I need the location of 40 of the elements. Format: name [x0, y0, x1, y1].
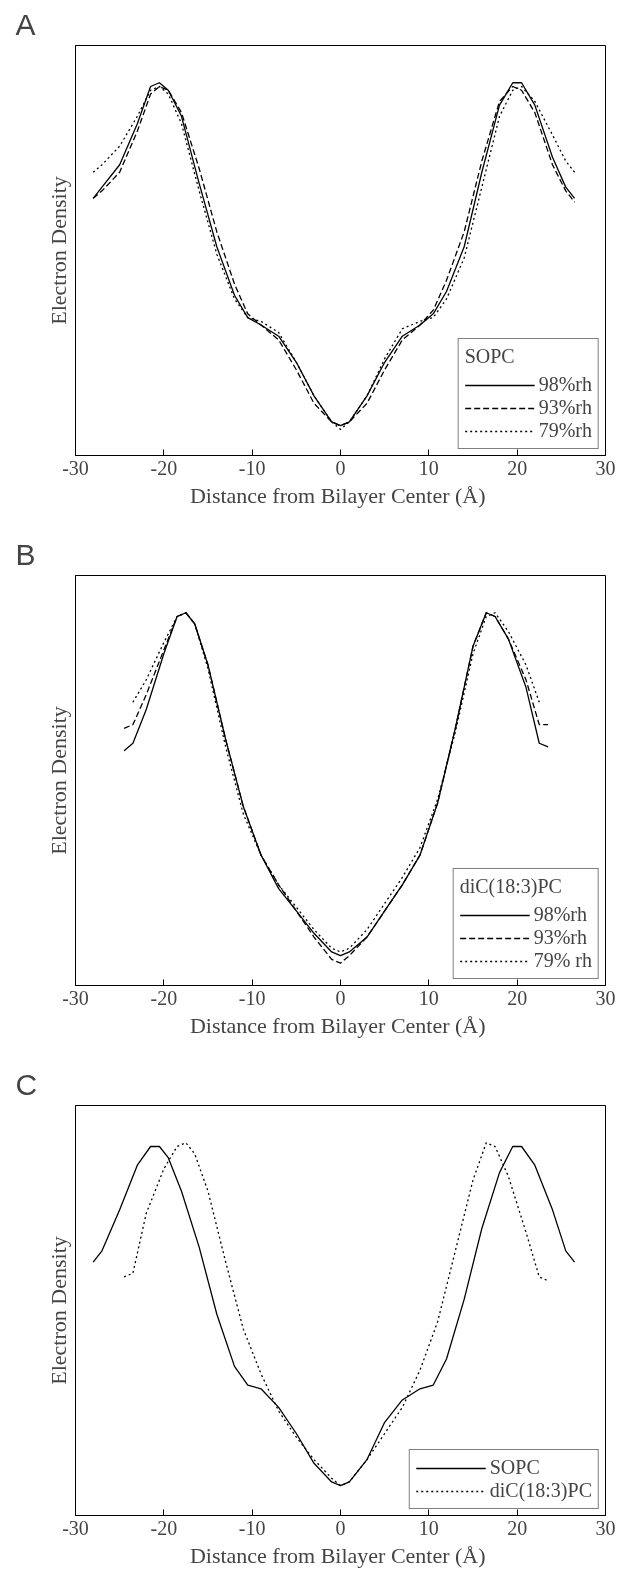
x-axis-title: Distance from Bilayer Center (Å) [189, 1012, 486, 1038]
x-tick-label: 10 [418, 986, 439, 1009]
x-tick-label: -10 [238, 986, 266, 1009]
x-tick-label: 10 [418, 1516, 439, 1539]
legend-label: 79%rh [538, 419, 592, 442]
x-tick-label: 0 [335, 456, 346, 479]
x-tick-label: 30 [595, 986, 616, 1009]
x-tick-label: -20 [150, 456, 178, 479]
x-tick-label: -30 [62, 1516, 89, 1539]
legend-label: 98%rh [538, 373, 592, 396]
legend-label: 98%rh [533, 903, 587, 926]
x-tick-label: -30 [62, 456, 89, 479]
x-tick-label: 30 [595, 1516, 616, 1539]
x-tick-label: -30 [62, 986, 89, 1009]
y-axis-title: Electron Density [45, 176, 71, 325]
x-axis-title: Distance from Bilayer Center (Å) [189, 482, 486, 508]
x-axis-title: Distance from Bilayer Center (Å) [189, 1542, 486, 1568]
chart-title: C [15, 1067, 38, 1101]
x-tick-label: -20 [150, 986, 178, 1009]
legend-label: 79% rh [533, 949, 592, 972]
legend-label: SOPC [489, 1456, 540, 1479]
chart-title: B [15, 537, 36, 571]
legend-label: 93%rh [533, 926, 587, 949]
legend-label: 93%rh [538, 396, 592, 419]
x-tick-label: 20 [507, 1516, 528, 1539]
chart-title: A [15, 7, 36, 41]
x-tick-label: 20 [507, 986, 528, 1009]
x-tick-label: 0 [335, 986, 346, 1009]
x-tick-label: -10 [238, 1516, 266, 1539]
x-tick-label: 0 [335, 1516, 346, 1539]
x-tick-label: 10 [418, 456, 439, 479]
y-axis-title: Electron Density [45, 706, 71, 855]
x-tick-label: 30 [595, 456, 616, 479]
x-tick-label: -10 [238, 456, 266, 479]
y-axis-title: Electron Density [45, 1236, 71, 1385]
legend-title: diC(18:3)PC [459, 875, 563, 898]
legend-title: SOPC [464, 345, 516, 368]
x-tick-label: 20 [507, 456, 528, 479]
x-tick-label: -20 [150, 1516, 178, 1539]
legend-label: diC(18:3)PC [489, 1479, 592, 1502]
